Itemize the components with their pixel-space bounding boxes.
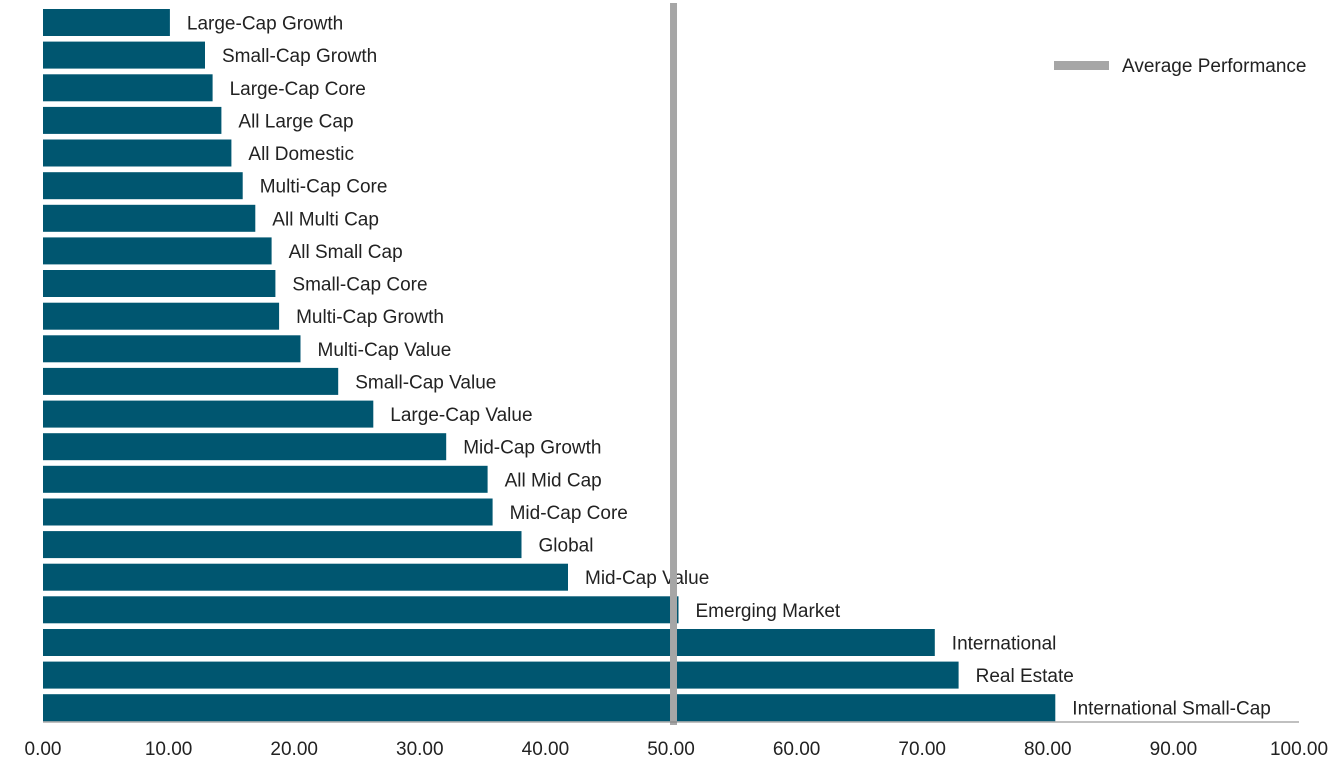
bar-label-real-estate: Real Estate [976, 666, 1074, 687]
bar-global [43, 531, 522, 559]
bar-label-emerging-market: Emerging Market [696, 601, 841, 622]
bar-label-all-large-cap: All Large Cap [238, 111, 353, 132]
bar-label-multi-cap-value: Multi-Cap Value [318, 340, 452, 361]
bar-label-mid-cap-value: Mid-Cap Value [585, 568, 709, 589]
x-tick-label: 60.00 [773, 739, 821, 760]
x-tick-label: 80.00 [1024, 739, 1072, 760]
legend-label-average-performance: Average Performance [1122, 56, 1306, 77]
bar-label-all-domestic: All Domestic [248, 144, 354, 165]
bar-multi-cap-growth [43, 302, 280, 330]
bar-label-global: Global [539, 536, 594, 557]
bar-multi-cap-value [43, 335, 301, 363]
bar-multi-cap-core [43, 172, 243, 200]
bar-mid-cap-core [43, 498, 493, 526]
x-tick-label: 90.00 [1150, 739, 1198, 760]
bar-real-estate [43, 661, 959, 689]
x-tick-label: 100.00 [1270, 739, 1328, 760]
bar-labels-group: Large-Cap Growth Small-Cap Growth Large-Ca… [187, 14, 1271, 720]
bar-mid-cap-value [43, 563, 568, 591]
bar-label-small-cap-value: Small-Cap Value [355, 372, 496, 393]
bar-label-mid-cap-core: Mid-Cap Core [510, 503, 628, 524]
bar-all-large-cap [43, 106, 222, 134]
bar-small-cap-value [43, 367, 339, 395]
bar-label-multi-cap-growth: Multi-Cap Growth [296, 307, 444, 328]
bar-large-cap-core [43, 74, 213, 102]
x-tick-label: 30.00 [396, 739, 444, 760]
bar-label-large-cap-core: Large-Cap Core [230, 79, 366, 100]
bar-international [43, 629, 935, 656]
bar-mid-cap-growth [43, 433, 447, 461]
x-tick-label: 50.00 [647, 739, 695, 760]
bar-label-small-cap-growth: Small-Cap Growth [222, 46, 377, 67]
bar-emerging-market [43, 596, 679, 624]
bar-label-all-small-cap: All Small Cap [289, 242, 403, 263]
bar-small-cap-core [43, 270, 276, 297]
bar-label-small-cap-core: Small-Cap Core [292, 275, 427, 296]
bar-small-cap-growth [43, 41, 205, 69]
bar-label-all-mid-cap: All Mid Cap [505, 470, 602, 491]
x-tick-label: 0.00 [25, 739, 62, 760]
x-tick-label: 70.00 [898, 739, 946, 760]
bar-all-multi-cap [43, 204, 256, 232]
bar-label-mid-cap-growth: Mid-Cap Growth [463, 438, 601, 459]
x-tick-label: 10.00 [145, 739, 193, 760]
bar-label-international: International [952, 634, 1057, 655]
x-tick-label: 20.00 [270, 739, 318, 760]
legend-swatch-average-performance [1054, 61, 1109, 70]
bar-all-mid-cap [43, 465, 488, 493]
bar-label-all-multi-cap: All Multi Cap [272, 209, 379, 230]
bar-all-small-cap [43, 237, 272, 265]
bar-label-large-cap-growth: Large-Cap Growth [187, 14, 343, 35]
bar-international-small-cap [43, 694, 1056, 722]
bar-large-cap-value [43, 400, 374, 428]
bar-label-international-small-cap: International Small-Cap [1072, 699, 1271, 720]
bar-all-domestic [43, 139, 232, 167]
bar-label-multi-cap-core: Multi-Cap Core [260, 177, 388, 198]
x-tick-labels-group: 0.00 10.00 20.00 30.00 40.00 50.00 60.00 70.00 8… [25, 739, 1329, 760]
x-tick-label: 40.00 [522, 739, 570, 760]
bar-large-cap-growth [43, 9, 170, 36]
legend: Average Performance [1054, 56, 1306, 77]
bar-label-large-cap-value: Large-Cap Value [390, 405, 532, 426]
bars-group [43, 9, 1056, 722]
